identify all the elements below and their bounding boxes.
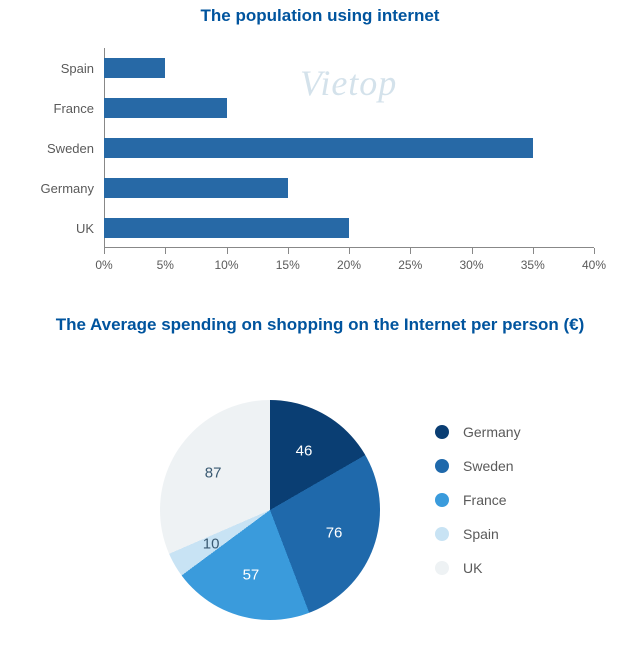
legend-label: UK bbox=[463, 560, 482, 576]
bar-category-label: France bbox=[54, 101, 104, 116]
pie-disc bbox=[160, 400, 380, 620]
bar-x-tick bbox=[349, 248, 350, 254]
bar-x-tick bbox=[472, 248, 473, 254]
legend-swatch bbox=[435, 459, 449, 473]
pie-slice-label: 57 bbox=[243, 567, 260, 584]
legend-item: Sweden bbox=[435, 458, 521, 474]
bar-category-label: Sweden bbox=[47, 141, 104, 156]
bar-fill bbox=[104, 218, 349, 238]
legend-item: UK bbox=[435, 560, 521, 576]
pie-slice-label: 87 bbox=[205, 464, 222, 481]
legend-label: Germany bbox=[463, 424, 521, 440]
bar-chart-title: The population using internet bbox=[30, 6, 610, 26]
bar-x-tick bbox=[594, 248, 595, 254]
bar-row: Germany bbox=[104, 178, 288, 198]
bar-x-tick-label: 10% bbox=[214, 258, 238, 272]
bar-fill bbox=[104, 98, 227, 118]
legend-swatch bbox=[435, 425, 449, 439]
bar-row: Sweden bbox=[104, 138, 533, 158]
bar-x-tick bbox=[227, 248, 228, 254]
bar-category-label: UK bbox=[76, 221, 104, 236]
bar-category-label: Germany bbox=[41, 181, 104, 196]
legend-swatch bbox=[435, 493, 449, 507]
bar-x-tick-label: 25% bbox=[398, 258, 422, 272]
bar-x-tick-label: 30% bbox=[459, 258, 483, 272]
bar-x-tick bbox=[288, 248, 289, 254]
legend-swatch bbox=[435, 561, 449, 575]
bar-chart: The population using internet Spain Franc… bbox=[30, 6, 610, 300]
legend-label: France bbox=[463, 492, 507, 508]
pie-slice-label: 46 bbox=[296, 443, 313, 460]
pie-chart-title: The Average spending on shopping on the … bbox=[30, 314, 610, 337]
bar-row: Spain bbox=[104, 58, 165, 78]
bar-category-label: Spain bbox=[61, 61, 104, 76]
bar-x-tick-label: 15% bbox=[276, 258, 300, 272]
legend-swatch bbox=[435, 527, 449, 541]
bar-x-tick bbox=[533, 248, 534, 254]
bar-fill bbox=[104, 58, 165, 78]
bar-x-tick-label: 40% bbox=[582, 258, 606, 272]
bar-x-tick bbox=[104, 248, 105, 254]
pie-legend: Germany Sweden France Spain UK bbox=[435, 424, 521, 594]
bar-x-tick bbox=[410, 248, 411, 254]
bar-row: France bbox=[104, 98, 227, 118]
pie-slice-label: 76 bbox=[326, 524, 343, 541]
legend-item: France bbox=[435, 492, 521, 508]
legend-label: Spain bbox=[463, 526, 499, 542]
bar-x-tick-label: 35% bbox=[521, 258, 545, 272]
bar-x-tick bbox=[165, 248, 166, 254]
legend-label: Sweden bbox=[463, 458, 514, 474]
bar-x-tick-label: 20% bbox=[337, 258, 361, 272]
bar-x-tick-label: 0% bbox=[95, 258, 112, 272]
bar-chart-plot: SpainFranceSwedenGermanyUK0%5%10%15%20%2… bbox=[104, 48, 594, 248]
pie-chart: The Average spending on shopping on the … bbox=[30, 314, 610, 664]
bar-fill bbox=[104, 138, 533, 158]
bar-row: UK bbox=[104, 218, 349, 238]
pie-chart-plot: 46 76 57 10 87 bbox=[160, 400, 380, 620]
legend-item: Spain bbox=[435, 526, 521, 542]
legend-item: Germany bbox=[435, 424, 521, 440]
pie-slice-label: 10 bbox=[203, 536, 220, 553]
bar-fill bbox=[104, 178, 288, 198]
bar-x-tick-label: 5% bbox=[157, 258, 174, 272]
